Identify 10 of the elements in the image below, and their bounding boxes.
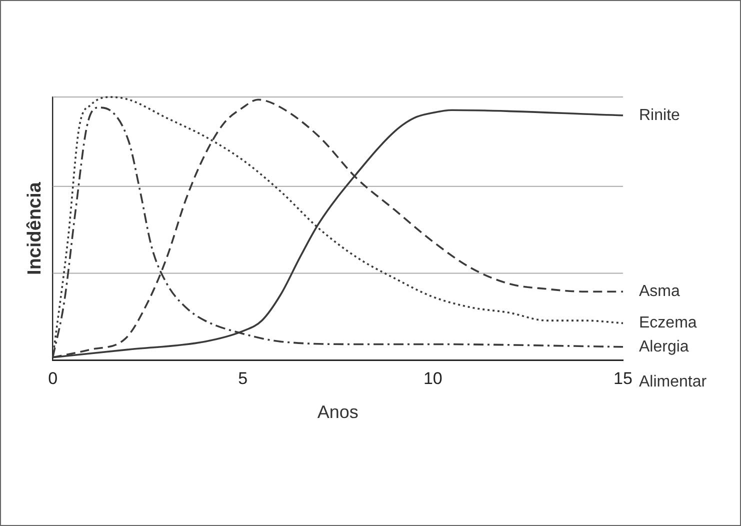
x-axis-title: Anos bbox=[317, 402, 358, 422]
series-label: Asma bbox=[639, 283, 680, 300]
x-tick-label: 10 bbox=[423, 368, 442, 388]
x-tick-label: 5 bbox=[238, 368, 248, 388]
series-label: Rinite bbox=[639, 106, 680, 124]
series-label: Alergia Alimentar bbox=[639, 338, 708, 390]
y-axis-title: Incidência bbox=[24, 182, 46, 275]
series-label: Eczema bbox=[639, 314, 697, 332]
x-tick-label: 15 bbox=[614, 368, 632, 388]
x-tick-label: 0 bbox=[48, 368, 58, 388]
